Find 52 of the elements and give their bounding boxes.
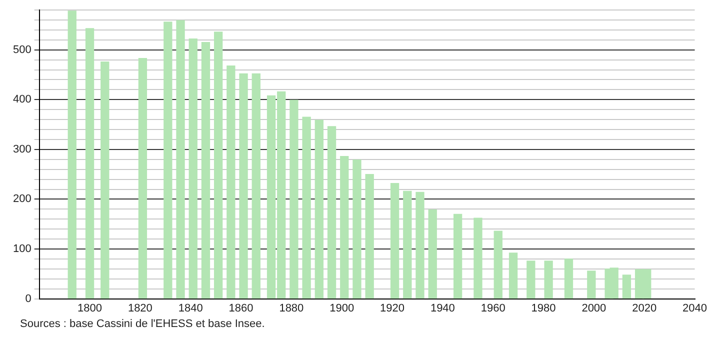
bar [176,20,185,299]
bar [314,120,324,299]
bar [365,174,374,299]
bar [352,160,362,299]
bar [587,270,596,299]
bar [403,190,412,299]
bar [68,10,76,299]
bar [239,73,248,299]
x-tick-label: 1900 [330,302,354,314]
x-tick-label: 1920 [380,302,405,314]
y-tick-label: 0 [25,292,32,305]
y-tick-label: 100 [12,243,32,256]
bar [416,192,424,299]
bar [85,28,94,299]
x-tick-label: 2020 [632,302,657,314]
x-tick-label: 2000 [582,302,606,314]
x-tick-label: 1960 [480,302,506,314]
y-tick-label: 200 [12,193,32,206]
bar [290,100,298,299]
bar [494,230,502,299]
bar [453,214,462,299]
bar [474,218,482,299]
x-tick-label: 1980 [531,302,556,314]
y-tick-label: 500 [12,44,32,56]
bar [188,38,198,299]
y-tick-label: 400 [12,94,32,106]
bar [544,260,553,299]
bar [526,260,536,299]
x-tick-label: 1840 [178,302,203,314]
x-tick-label: 1820 [128,302,152,314]
bar [327,126,336,299]
bar [138,58,148,299]
x-tick-label: 2040 [682,302,708,314]
bar [226,65,236,299]
bar [164,22,172,299]
bar [201,42,210,299]
bar [508,252,518,299]
bar [340,156,349,299]
x-tick-label: 1800 [78,302,102,314]
bar [100,61,110,299]
bar [302,116,311,299]
x-tick-label: 1940 [430,302,455,314]
bar [622,274,632,299]
source-note: Sources : base Cassini de l'EHESS et base Insee. [20,318,266,330]
bar [252,73,260,299]
bar [564,258,574,299]
bar [214,32,223,299]
bar [428,209,437,299]
y-tick-label: 300 [12,143,32,156]
x-tick-label: 1860 [228,302,254,314]
x-tick-label: 1880 [279,302,304,314]
bar [390,182,400,299]
